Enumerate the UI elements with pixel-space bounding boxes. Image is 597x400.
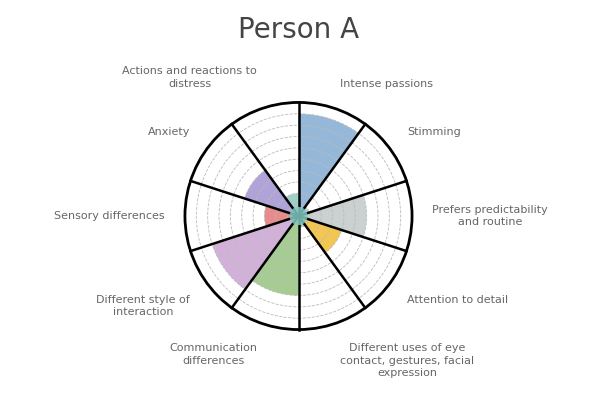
Text: Different uses of eye
contact, gestures, facial
expression: Different uses of eye contact, gestures,…	[340, 344, 474, 378]
Wedge shape	[298, 195, 367, 237]
Wedge shape	[298, 114, 359, 216]
Wedge shape	[264, 206, 298, 226]
Text: Different style of
interaction: Different style of interaction	[96, 295, 190, 317]
Wedge shape	[212, 216, 298, 290]
Wedge shape	[285, 193, 298, 216]
Wedge shape	[252, 216, 298, 296]
Text: Attention to detail: Attention to detail	[407, 295, 508, 305]
Wedge shape	[298, 216, 341, 253]
Circle shape	[290, 207, 307, 225]
Text: Anxiety: Anxiety	[147, 127, 190, 137]
Wedge shape	[298, 216, 305, 227]
Text: Sensory differences: Sensory differences	[54, 211, 165, 221]
Text: Person A: Person A	[238, 16, 359, 44]
Wedge shape	[245, 170, 298, 216]
Text: Communication
differences: Communication differences	[169, 344, 257, 366]
Text: Intense passions: Intense passions	[340, 78, 433, 88]
Wedge shape	[298, 207, 309, 216]
Text: Prefers predictability
and routine: Prefers predictability and routine	[432, 205, 548, 227]
Text: Actions and reactions to
distress: Actions and reactions to distress	[122, 66, 257, 88]
Text: Stimming: Stimming	[407, 127, 461, 137]
